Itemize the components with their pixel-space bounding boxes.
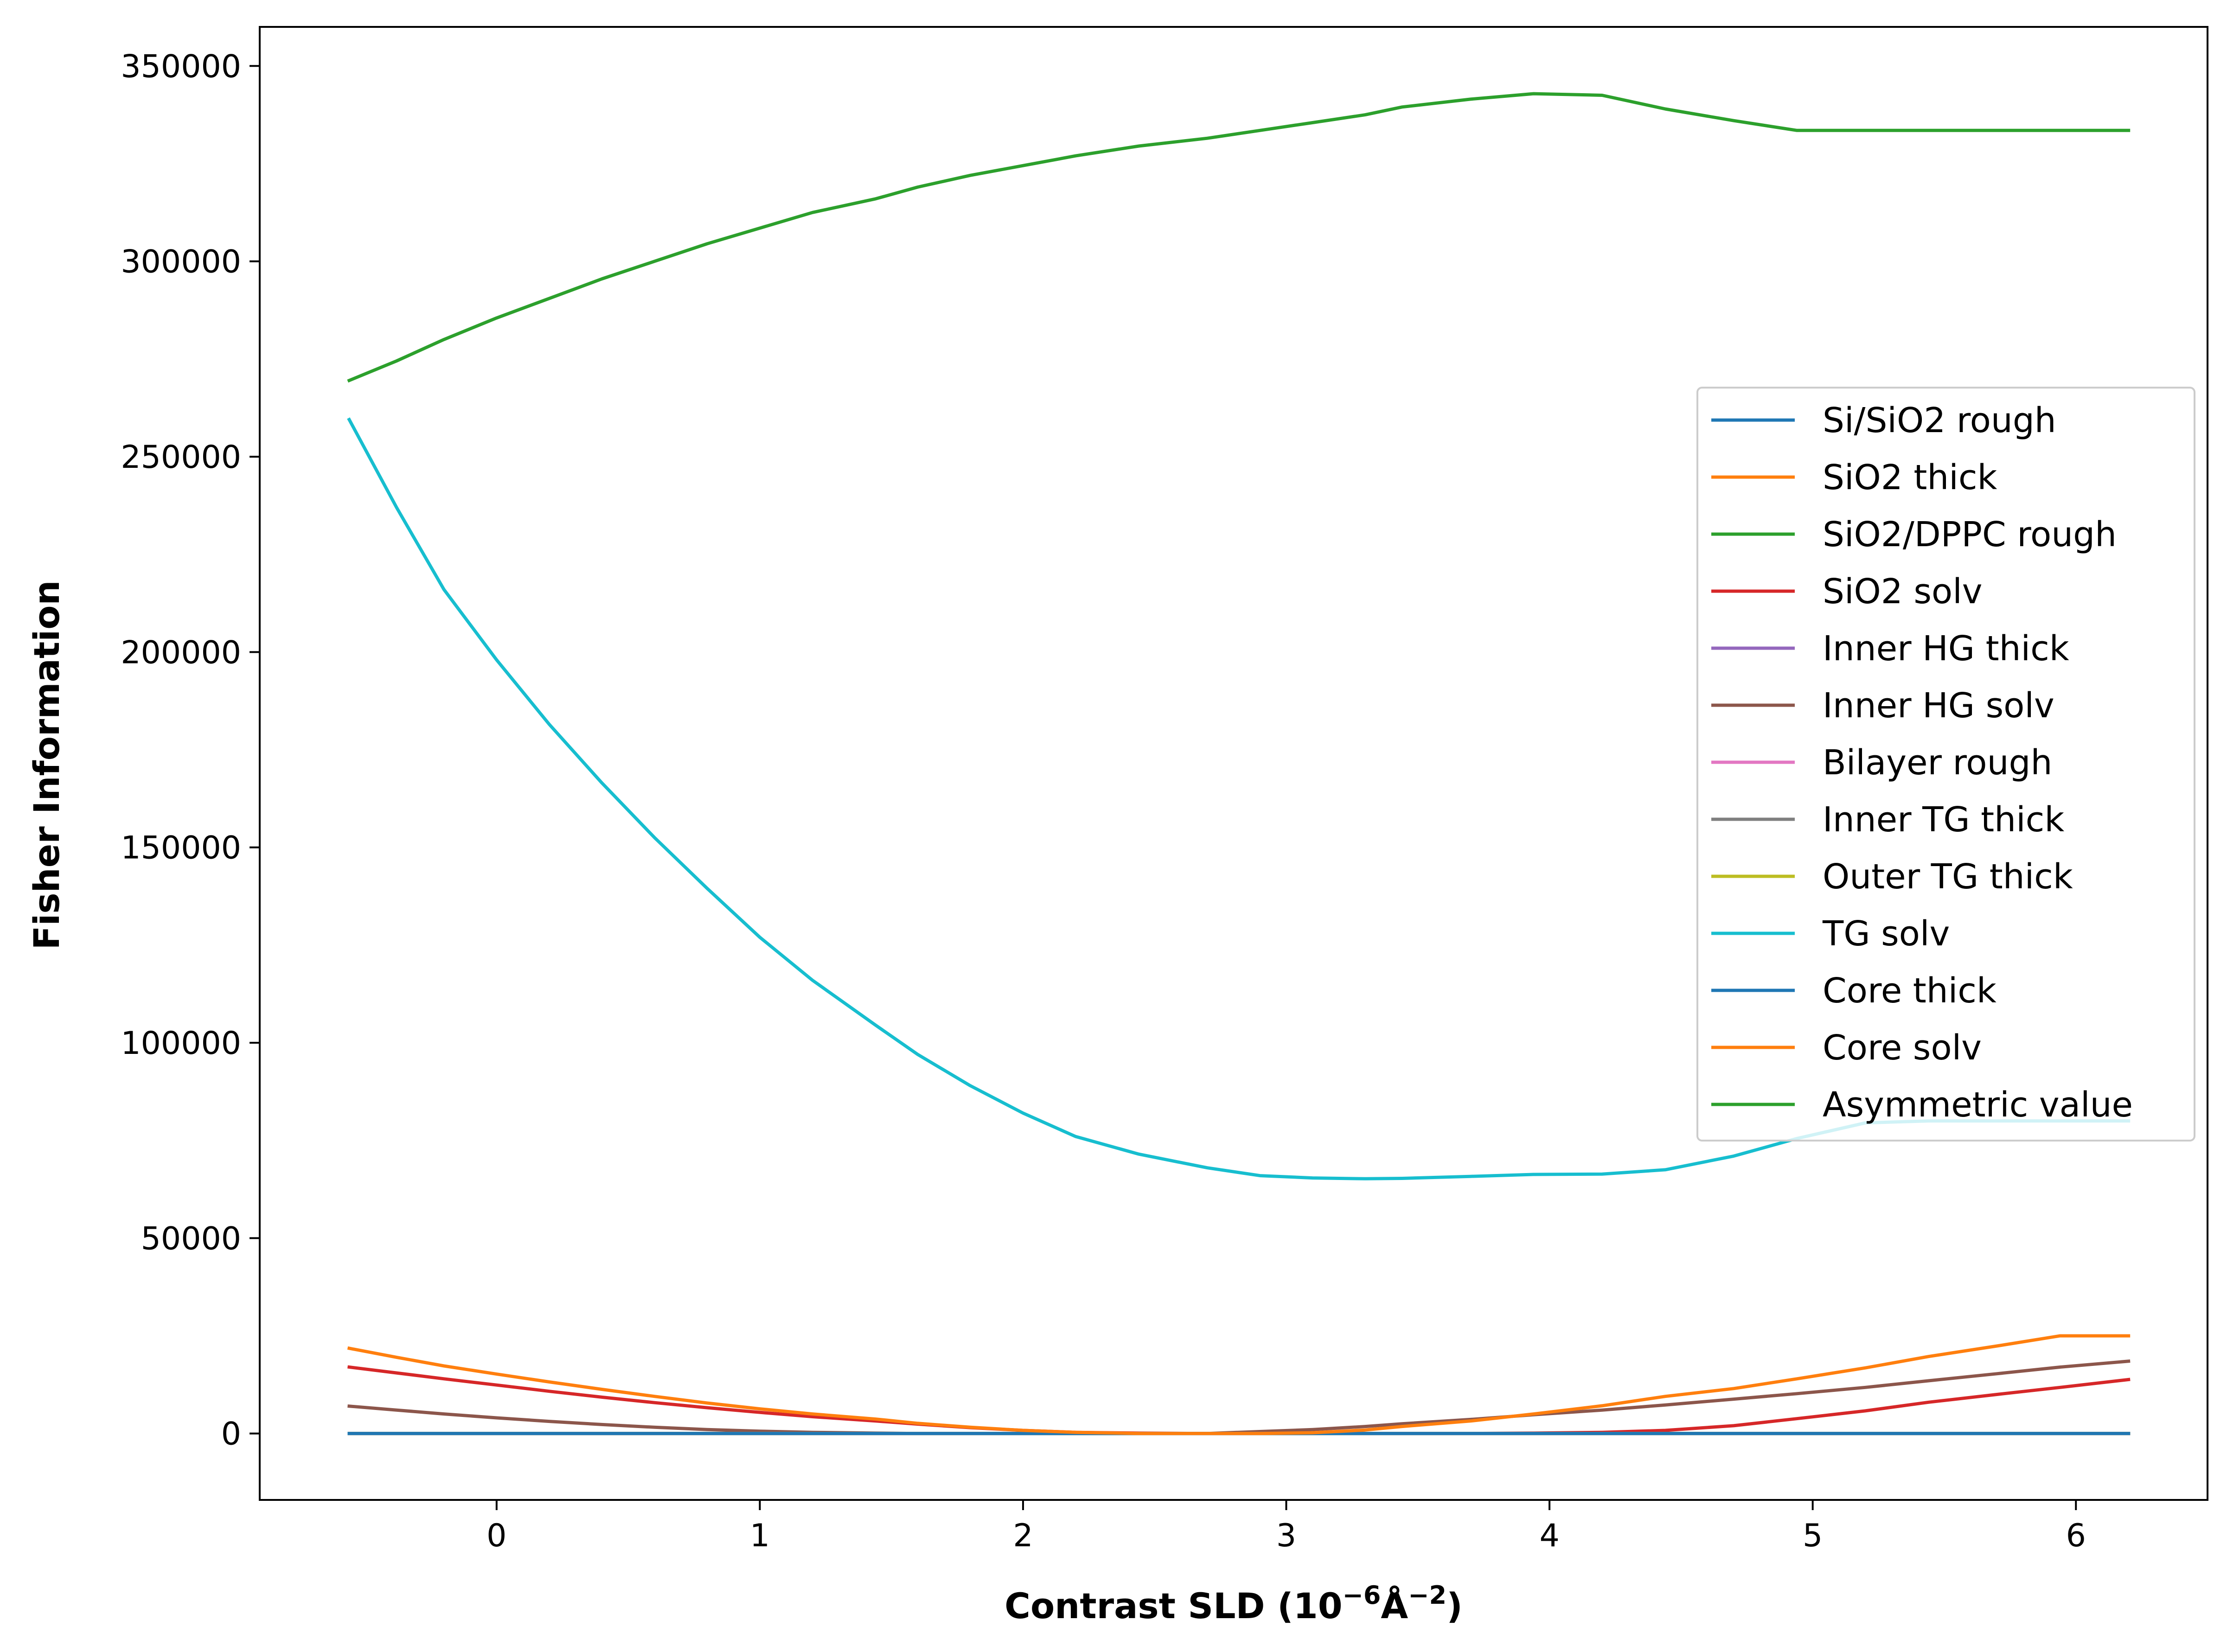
x-tick-label: 6 [2066,1518,2086,1554]
legend-label-1: SiO2 thick [1823,458,1997,498]
x-tick-label: 3 [1276,1518,1296,1554]
y-tick-label: 300000 [121,244,241,281]
x-axis-title-main: Contrast SLD (10 [1005,1585,1342,1626]
series-line-11 [347,1334,2131,1435]
y-axis-title: Fisher Information [26,580,67,950]
y-tick-label: 350000 [121,48,241,85]
legend-label-4: Inner HG thick [1823,629,2069,669]
x-tick-label: 4 [1539,1518,1559,1554]
x-axis-title-mid: Å [1381,1585,1408,1626]
legend-label-7: Inner TG thick [1823,800,2064,840]
x-axis-title-exp2: −2 [1408,1581,1446,1610]
legend-label-5: Inner HG solv [1823,686,2054,726]
x-axis-title: Contrast SLD (10−6Å−2) [1005,1581,1463,1627]
legend-label-9: TG solv [1822,914,1950,954]
x-tick-label: 2 [1013,1518,1033,1554]
x-tick-label: 5 [1803,1518,1823,1554]
legend-box [1696,387,2195,1142]
series-line-12 [347,92,2131,383]
legend-label-12: Asymmetric value [1823,1085,2133,1125]
legend-label-0: Si/SiO2 rough [1823,401,2056,440]
x-axis-title-exp1: −6 [1343,1581,1381,1610]
legend-label-6: Bilayer rough [1823,743,2052,783]
legend-label-10: Core thick [1823,971,1997,1011]
y-tick-label: 0 [221,1416,241,1453]
y-tick-label: 100000 [121,1025,241,1062]
y-tick-label: 200000 [121,634,241,671]
legend-label-2: SiO2/DPPC rough [1823,515,2117,555]
plot-area-frame [259,26,2208,1501]
x-tick-label: 0 [486,1518,506,1554]
y-tick-label: 250000 [121,439,241,476]
x-tick-label: 1 [750,1518,770,1554]
legend-label-3: SiO2 solv [1823,572,1983,612]
y-tick-label: 50000 [141,1220,241,1257]
legend-label-11: Core solv [1823,1028,1982,1068]
y-tick-label: 150000 [121,830,241,867]
legend: Si/SiO2 rough SiO2 thick SiO2/DPPC rough Si… [1696,387,2195,1142]
legend-label-8: Outer TG thick [1823,857,2073,897]
y-axis-ticks: 0 50000 100000 150000 200000 250000 300000 3500… [121,48,260,1453]
x-axis-ticks: 0 1 2 3 4 5 6 [486,1500,2086,1554]
x-axis-title-end: ) [1446,1585,1463,1626]
